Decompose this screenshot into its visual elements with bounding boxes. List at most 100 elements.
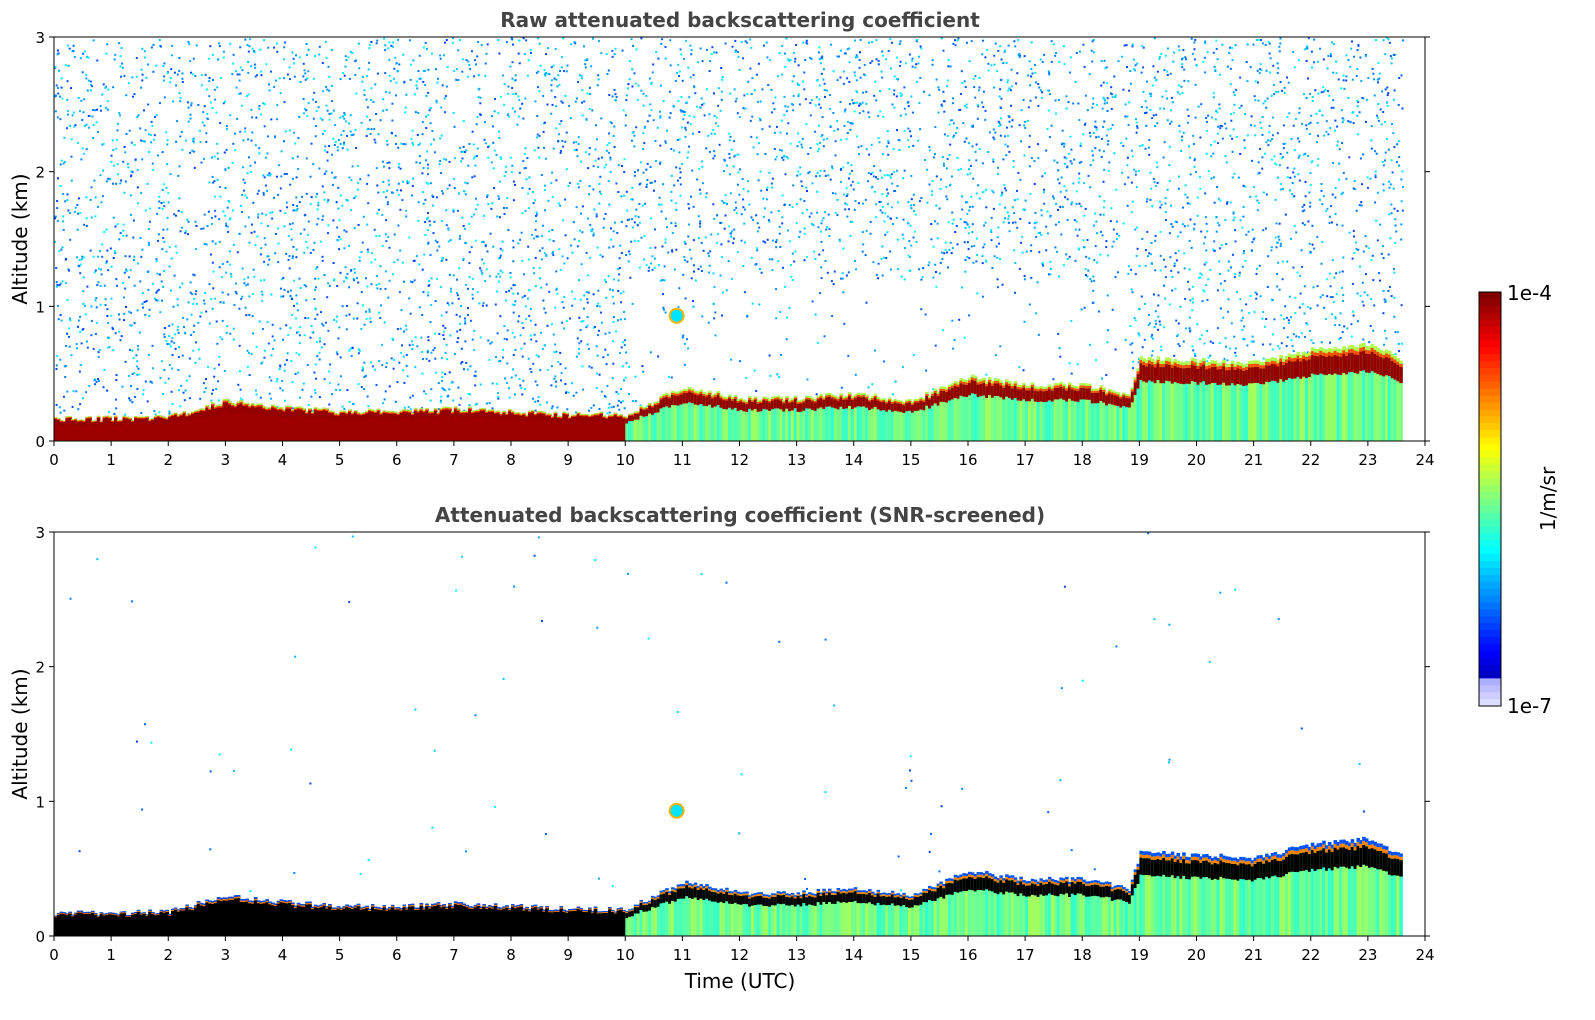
noise-speck	[562, 219, 565, 222]
noise-speck	[527, 192, 530, 195]
noise-speck	[897, 238, 899, 241]
noise-speck	[1375, 219, 1378, 222]
noise-speck	[713, 114, 716, 117]
noise-speck	[849, 172, 851, 175]
noise-speck	[1351, 257, 1354, 260]
noise-speck	[1156, 166, 1159, 169]
noise-speck	[346, 304, 349, 307]
noise-speck	[1341, 286, 1343, 289]
noise-speck	[1021, 251, 1024, 254]
noise-speck	[716, 233, 719, 236]
noise-speck	[988, 131, 991, 134]
noise-speck	[321, 218, 324, 221]
noise-speck	[396, 70, 399, 73]
noise-speck	[564, 367, 567, 370]
noise-speck	[479, 96, 482, 99]
noise-speck	[450, 287, 452, 290]
panel-raw: Raw attenuated backscattering coefficien…	[8, 8, 1435, 469]
noise-speck	[1350, 323, 1353, 326]
noise-speck	[597, 74, 600, 77]
noise-speck	[987, 69, 990, 72]
noise-speck	[1196, 323, 1199, 326]
noise-speck	[522, 117, 525, 120]
noise-speck	[803, 88, 806, 91]
noise-speck	[1165, 90, 1168, 93]
noise-speck	[521, 393, 524, 396]
noise-speck	[250, 171, 253, 173]
noise-speck	[497, 112, 500, 115]
noise-speck	[327, 232, 329, 235]
noise-speck	[559, 204, 562, 207]
noise-speck	[965, 106, 968, 109]
noise-speck	[111, 328, 114, 330]
noise-speck	[811, 182, 814, 185]
noise-speck	[370, 261, 373, 264]
noise-speck	[617, 191, 620, 193]
noise-speck	[1348, 156, 1351, 159]
noise-speck	[530, 52, 532, 54]
noise-speck	[924, 313, 927, 316]
noise-speck	[527, 258, 530, 261]
noise-speck	[1192, 349, 1195, 352]
noise-speck	[86, 285, 89, 288]
noise-speck	[1023, 278, 1026, 281]
noise-speck	[226, 225, 229, 228]
noise-speck	[1353, 252, 1356, 254]
noise-speck	[1372, 72, 1375, 75]
noise-speck	[1292, 50, 1295, 53]
noise-speck	[1084, 94, 1087, 97]
noise-speck	[909, 130, 912, 133]
noise-speck	[368, 61, 370, 64]
noise-speck	[401, 180, 404, 183]
noise-speck	[555, 288, 558, 291]
noise-speck	[544, 209, 547, 212]
noise-speck	[1151, 333, 1154, 336]
noise-speck	[1242, 252, 1245, 255]
noise-speck	[916, 80, 918, 83]
noise-speck	[412, 177, 415, 180]
noise-speck	[840, 277, 842, 280]
noise-speck	[460, 305, 462, 307]
noise-speck	[457, 386, 460, 389]
noise-speck	[922, 90, 925, 93]
noise-speck	[92, 123, 95, 126]
noise-speck	[1083, 214, 1086, 217]
noise-speck	[976, 292, 979, 295]
noise-speck	[682, 273, 685, 276]
noise-speck	[1035, 221, 1038, 224]
noise-speck	[1265, 106, 1268, 109]
noise-speck	[768, 354, 771, 357]
noise-speck	[678, 287, 681, 290]
noise-speck	[603, 217, 606, 220]
noise-speck	[1336, 140, 1339, 143]
noise-speck	[1131, 155, 1134, 158]
noise-speck	[1361, 300, 1364, 303]
noise-speck	[890, 173, 893, 176]
noise-speck	[623, 170, 626, 173]
noise-speck	[690, 277, 693, 280]
noise-speck	[64, 200, 67, 203]
noise-speck	[945, 185, 948, 188]
noise-speck	[366, 128, 369, 131]
noise-speck	[375, 284, 378, 286]
noise-speck	[464, 322, 467, 325]
noise-speck	[155, 258, 158, 261]
noise-speck	[674, 225, 677, 227]
noise-speck	[1282, 124, 1285, 127]
noise-speck	[370, 361, 372, 364]
noise-speck	[110, 160, 113, 163]
noise-speck	[1335, 72, 1338, 75]
noise-speck	[729, 135, 732, 138]
noise-speck	[375, 42, 378, 45]
noise-speck	[718, 143, 721, 146]
noise-speck	[700, 97, 703, 100]
noise-speck	[132, 259, 135, 262]
noise-speck	[604, 212, 607, 215]
noise-speck	[787, 122, 790, 125]
noise-speck	[676, 72, 679, 74]
noise-speck	[393, 67, 396, 70]
noise-speck	[1213, 201, 1216, 204]
noise-speck	[298, 56, 301, 59]
noise-speck	[1122, 88, 1125, 91]
noise-speck	[1262, 311, 1265, 314]
